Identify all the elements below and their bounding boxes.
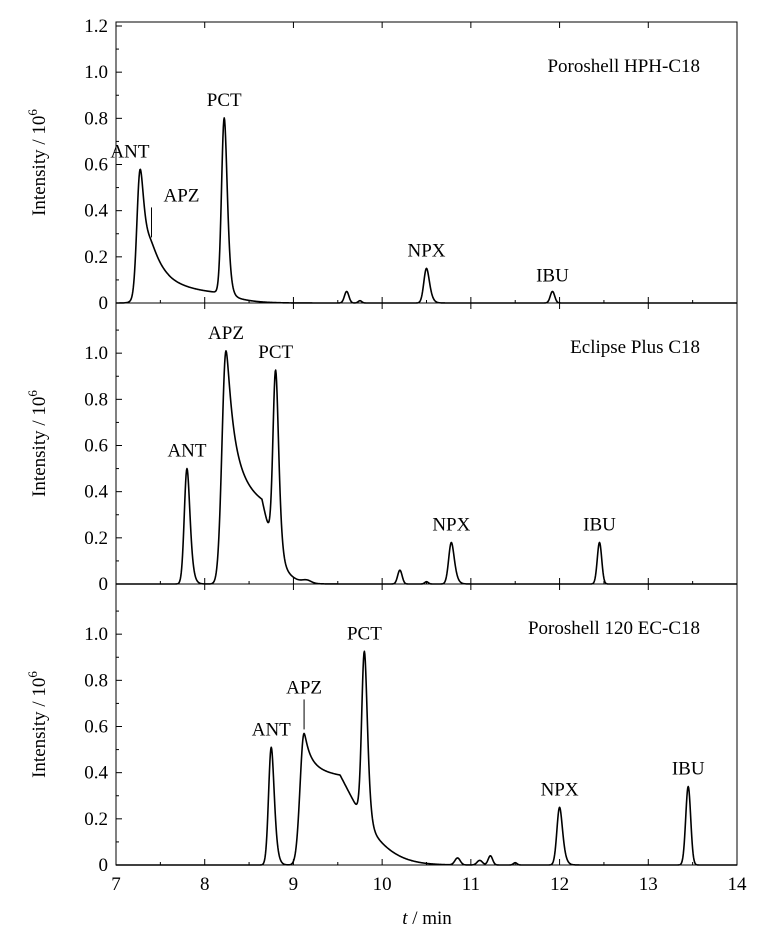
peak-label-pct: PCT bbox=[207, 90, 242, 111]
x-tick-label: 12 bbox=[550, 874, 569, 895]
y-axis-label: Intensity / 106 bbox=[25, 671, 50, 778]
peak-label-apz: APZ bbox=[208, 323, 244, 344]
y-tick-label: 1.0 bbox=[84, 624, 108, 645]
y-tick-label: 0.6 bbox=[84, 717, 108, 738]
x-tick-label: 9 bbox=[289, 874, 299, 895]
y-axis-label-exponent: 6 bbox=[25, 390, 40, 397]
y-tick-label: 0.8 bbox=[84, 389, 108, 410]
y-tick-label: 0.6 bbox=[84, 155, 108, 176]
x-tick-label: 8 bbox=[200, 874, 210, 895]
peak-labels: Poroshell HPH-C18 ANT APZ PCT NPX IBU Eclipse … bbox=[110, 56, 704, 800]
y-tick-label: 1.0 bbox=[84, 343, 108, 364]
x-axis-label: t / min bbox=[402, 908, 452, 929]
y-tick-label: 0 bbox=[99, 293, 109, 314]
peak-label-npx: NPX bbox=[432, 514, 470, 535]
panel-title-3: Poroshell 120 EC-C18 bbox=[528, 618, 700, 639]
peak-label-ibu: IBU bbox=[672, 759, 705, 780]
y-tick-label: 0.2 bbox=[84, 809, 108, 830]
y-tick-label: 0.4 bbox=[84, 482, 108, 503]
peak-label-pct: PCT bbox=[258, 342, 293, 363]
y-axis-label-text: Intensity / 10 bbox=[29, 116, 50, 216]
x-tick-label: 14 bbox=[728, 874, 748, 895]
x-tick-label: 7 bbox=[111, 874, 121, 895]
x-axis-label-symbol: t bbox=[402, 908, 408, 929]
trace-3 bbox=[115, 650, 738, 866]
x-tick-label: 10 bbox=[373, 874, 392, 895]
x-tick-label: 13 bbox=[639, 874, 658, 895]
peak-label-apz: APZ bbox=[164, 185, 200, 206]
peak-label-npx: NPX bbox=[541, 779, 579, 800]
y-axis-label: Intensity / 106 bbox=[25, 109, 50, 216]
y-axis-label-exponent: 6 bbox=[25, 109, 40, 116]
y-axis-label-text: Intensity / 10 bbox=[29, 397, 50, 497]
peak-label-ant: ANT bbox=[110, 142, 149, 163]
x-tick-label: 11 bbox=[462, 874, 480, 895]
peak-label-pct: PCT bbox=[347, 623, 382, 644]
y-tick-label: 0.2 bbox=[84, 247, 108, 268]
panel-title-2: Eclipse Plus C18 bbox=[570, 337, 700, 358]
trace-1 bbox=[115, 117, 738, 304]
chromatogram-traces bbox=[115, 117, 738, 866]
y-tick-label: 0.4 bbox=[84, 763, 108, 784]
peak-label-apz: APZ bbox=[286, 677, 322, 698]
y-axis-label-exponent: 6 bbox=[25, 671, 40, 678]
trace-2 bbox=[115, 350, 738, 585]
peak-label-npx: NPX bbox=[407, 240, 445, 261]
peak-label-ibu: IBU bbox=[536, 265, 569, 286]
y-tick-label: 0.8 bbox=[84, 670, 108, 691]
y-tick-label: 0 bbox=[99, 855, 109, 876]
x-axis-label-unit: / min bbox=[407, 908, 452, 929]
y-axis-label: Intensity / 106 bbox=[25, 390, 50, 497]
y-tick-label: 0 bbox=[99, 574, 109, 595]
peak-label-ant: ANT bbox=[167, 441, 206, 462]
panel-title-1: Poroshell HPH-C18 bbox=[547, 56, 700, 77]
y-tick-label: 0.4 bbox=[84, 201, 108, 222]
y-tick-label: 0.2 bbox=[84, 528, 108, 549]
peak-label-ibu: IBU bbox=[583, 514, 616, 535]
peak-label-ant: ANT bbox=[252, 719, 291, 740]
y-tick-label: 0.6 bbox=[84, 436, 108, 457]
y-tick-label: 1.2 bbox=[84, 16, 108, 37]
panel-frames bbox=[115, 21, 738, 866]
y-axis-label-text: Intensity / 10 bbox=[29, 678, 50, 778]
y-tick-label: 0.8 bbox=[84, 108, 108, 129]
y-tick-label: 1.0 bbox=[84, 62, 108, 83]
